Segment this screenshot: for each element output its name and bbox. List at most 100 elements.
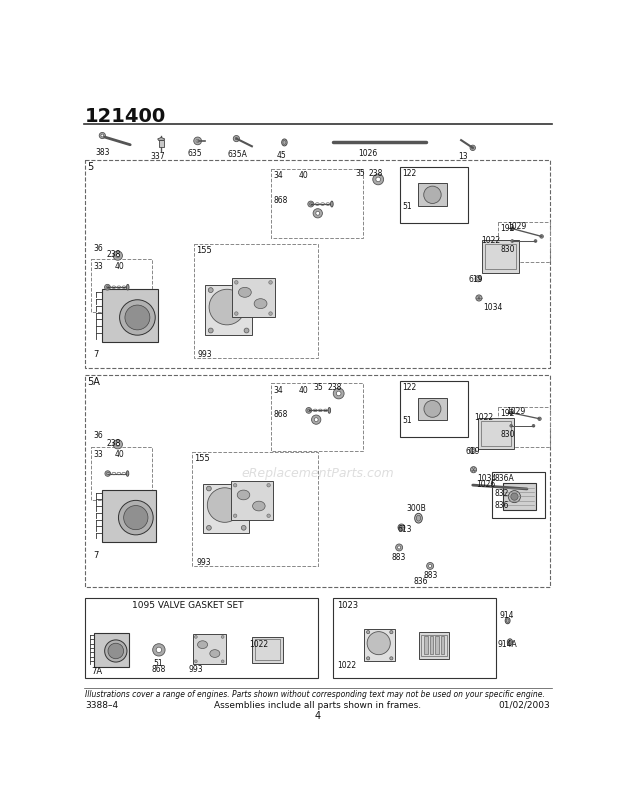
Bar <box>441 636 445 654</box>
Text: 832: 832 <box>495 489 509 498</box>
Text: 35: 35 <box>314 383 324 391</box>
Ellipse shape <box>210 650 220 658</box>
Ellipse shape <box>126 285 129 290</box>
Bar <box>203 484 249 533</box>
Circle shape <box>471 449 474 452</box>
Circle shape <box>207 488 242 522</box>
Bar <box>92 260 152 312</box>
Circle shape <box>267 514 270 517</box>
Circle shape <box>367 632 391 654</box>
Circle shape <box>314 418 318 422</box>
Text: 13: 13 <box>459 152 468 161</box>
Bar <box>503 483 536 510</box>
Ellipse shape <box>126 471 129 476</box>
Circle shape <box>233 136 239 142</box>
Polygon shape <box>157 137 165 140</box>
Text: 635A: 635A <box>228 150 248 159</box>
Text: 836: 836 <box>413 577 428 586</box>
Bar <box>481 421 511 446</box>
Bar <box>424 636 428 654</box>
Text: 155: 155 <box>195 454 210 464</box>
Text: 883: 883 <box>391 553 405 562</box>
Text: 5A: 5A <box>87 377 100 387</box>
Text: 993: 993 <box>196 558 211 567</box>
Circle shape <box>196 140 199 143</box>
Circle shape <box>306 407 312 413</box>
Circle shape <box>125 305 150 330</box>
Bar <box>232 278 275 318</box>
Text: 121400: 121400 <box>86 107 167 126</box>
Text: 836A: 836A <box>495 474 514 484</box>
Circle shape <box>533 425 534 427</box>
Circle shape <box>105 285 110 290</box>
Ellipse shape <box>198 641 208 649</box>
Circle shape <box>428 565 432 568</box>
Bar <box>193 244 317 358</box>
Circle shape <box>336 391 341 395</box>
Circle shape <box>470 448 476 453</box>
Text: 868: 868 <box>273 411 288 419</box>
Text: 1095 VALVE GASKET SET: 1095 VALVE GASKET SET <box>131 602 243 610</box>
Circle shape <box>312 415 321 424</box>
Circle shape <box>235 137 237 140</box>
Circle shape <box>208 288 213 293</box>
Ellipse shape <box>237 490 250 500</box>
Ellipse shape <box>508 640 512 644</box>
Circle shape <box>534 240 537 242</box>
Circle shape <box>390 630 393 634</box>
Bar <box>159 140 164 148</box>
Circle shape <box>424 400 441 417</box>
Text: 40: 40 <box>115 450 125 459</box>
Bar <box>86 597 317 678</box>
Text: 122: 122 <box>402 383 417 392</box>
Circle shape <box>120 300 155 335</box>
Circle shape <box>471 467 477 472</box>
Text: 33: 33 <box>94 261 104 271</box>
Text: 34: 34 <box>273 386 283 395</box>
Circle shape <box>511 493 518 500</box>
Text: 155: 155 <box>196 246 212 255</box>
Bar <box>482 240 520 273</box>
Ellipse shape <box>506 618 509 622</box>
Bar <box>418 183 447 206</box>
Ellipse shape <box>330 201 333 207</box>
Bar <box>231 481 273 520</box>
Text: 619: 619 <box>465 447 479 456</box>
Circle shape <box>390 657 393 660</box>
Circle shape <box>195 660 197 662</box>
Circle shape <box>396 544 402 551</box>
Text: 1022: 1022 <box>474 414 494 423</box>
Circle shape <box>206 525 211 530</box>
Text: 238: 238 <box>107 439 122 448</box>
Circle shape <box>511 412 512 414</box>
Circle shape <box>118 500 153 535</box>
Text: 1022: 1022 <box>249 640 268 649</box>
Circle shape <box>538 417 541 420</box>
Text: 36: 36 <box>93 244 103 253</box>
Bar <box>478 418 514 449</box>
Circle shape <box>308 201 314 207</box>
Circle shape <box>268 312 272 315</box>
Text: 1034: 1034 <box>483 302 502 312</box>
Circle shape <box>539 418 540 419</box>
Circle shape <box>511 425 512 427</box>
Bar <box>192 452 317 566</box>
Circle shape <box>99 132 105 139</box>
Text: 238: 238 <box>328 383 342 391</box>
Bar <box>94 634 128 666</box>
Circle shape <box>541 236 542 237</box>
Circle shape <box>106 286 108 289</box>
Text: 1029: 1029 <box>508 221 527 231</box>
Circle shape <box>244 288 249 293</box>
Circle shape <box>532 424 535 427</box>
Text: 4: 4 <box>315 711 321 721</box>
Bar <box>418 632 449 658</box>
Circle shape <box>116 253 120 257</box>
Ellipse shape <box>252 501 265 511</box>
Ellipse shape <box>328 407 330 413</box>
Circle shape <box>208 328 213 333</box>
Bar <box>485 244 516 269</box>
Text: 300B: 300B <box>407 504 427 513</box>
Text: 1034: 1034 <box>477 473 497 483</box>
Circle shape <box>234 312 238 315</box>
